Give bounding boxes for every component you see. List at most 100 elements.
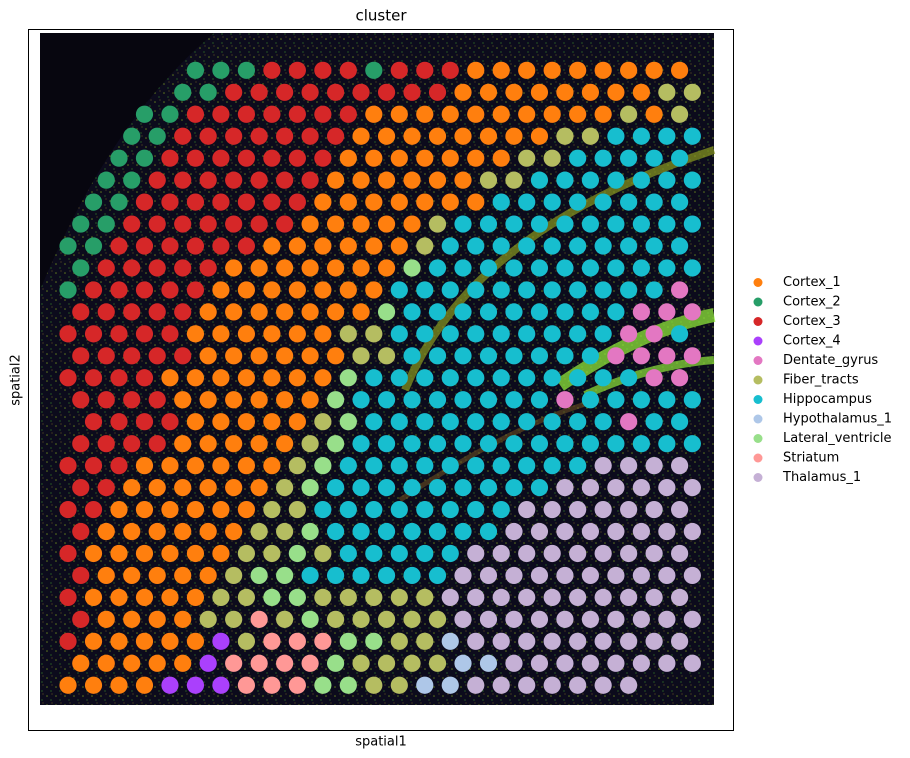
spot: [492, 413, 510, 431]
spot: [594, 369, 612, 387]
spot: [416, 325, 434, 343]
spot: [250, 610, 268, 628]
spot: [645, 457, 663, 475]
spot: [135, 105, 154, 123]
image-fiber: [401, 146, 716, 392]
spot: [632, 654, 650, 672]
spot: [441, 369, 459, 387]
spot: [530, 566, 549, 585]
spot: [237, 61, 256, 79]
spot: [569, 457, 587, 475]
spot: [212, 457, 230, 475]
spot: [225, 171, 243, 189]
spot: [556, 303, 574, 321]
spot: [428, 347, 447, 365]
spot: [645, 325, 663, 343]
spot: [97, 610, 115, 628]
spot: [658, 654, 676, 672]
spot: [505, 171, 523, 189]
spot: [556, 566, 574, 585]
spot: [237, 325, 256, 343]
spot: [607, 522, 625, 541]
spot: [326, 215, 345, 233]
spot: [276, 654, 294, 672]
spot: [314, 588, 332, 606]
spot: [620, 544, 638, 563]
spot: [72, 347, 90, 365]
spot: [543, 369, 561, 387]
spot: [225, 391, 243, 409]
spot: [148, 127, 166, 145]
spot: [288, 457, 306, 475]
spot: [314, 149, 332, 167]
spot: [148, 610, 166, 628]
spot: [416, 544, 434, 563]
spot: [237, 632, 256, 650]
spot: [479, 435, 498, 453]
spot: [225, 522, 243, 541]
spot: [148, 215, 166, 233]
spot: [403, 654, 421, 672]
spot: [441, 500, 459, 519]
spot: [326, 259, 345, 277]
spot: [186, 149, 205, 167]
spot: [403, 391, 421, 409]
spot: [199, 259, 217, 277]
spot: [607, 83, 625, 101]
spot: [276, 215, 294, 233]
image-void: [40, 33, 214, 290]
spot: [314, 413, 332, 431]
spot: [428, 215, 447, 233]
spot: [288, 237, 306, 255]
spot: [479, 478, 498, 497]
spot: [365, 193, 383, 211]
spot: [569, 281, 587, 299]
spot: [352, 654, 370, 672]
spot: [518, 193, 536, 211]
spot: [237, 369, 256, 387]
legend-marker: [753, 473, 763, 482]
spot: [250, 303, 268, 321]
spot: [518, 413, 536, 431]
spot: [390, 588, 408, 606]
spot: [620, 325, 638, 343]
spot: [161, 632, 179, 650]
spot: [339, 457, 357, 475]
spot: [607, 478, 625, 497]
spot: [276, 391, 294, 409]
spot: [110, 369, 128, 387]
spot: [390, 500, 408, 519]
spot: [72, 215, 90, 233]
spot: [492, 632, 510, 650]
spot: [428, 654, 447, 672]
spot: [110, 281, 128, 299]
spot: [518, 369, 536, 387]
spot: [518, 105, 536, 123]
spot: [454, 522, 472, 541]
spot: [161, 413, 179, 431]
legend-label: Striatum: [783, 451, 839, 466]
spot: [645, 588, 663, 606]
spot: [161, 676, 179, 694]
spot: [594, 588, 612, 606]
spot: [645, 237, 663, 255]
spot: [199, 478, 217, 497]
spot: [301, 522, 319, 541]
spot: [72, 654, 90, 672]
spot: [632, 391, 650, 409]
legend-marker: [753, 395, 763, 404]
spot: [237, 413, 256, 431]
spot: [97, 171, 115, 189]
spot: [569, 369, 587, 387]
spot: [416, 413, 434, 431]
spot: [365, 325, 383, 343]
spot: [186, 632, 205, 650]
spot: [390, 149, 408, 167]
spot: [620, 105, 638, 123]
spot: [352, 566, 370, 585]
spot: [428, 610, 447, 628]
spot: [365, 676, 383, 694]
spot: [326, 127, 345, 145]
spot: [441, 588, 459, 606]
spot: [377, 654, 396, 672]
